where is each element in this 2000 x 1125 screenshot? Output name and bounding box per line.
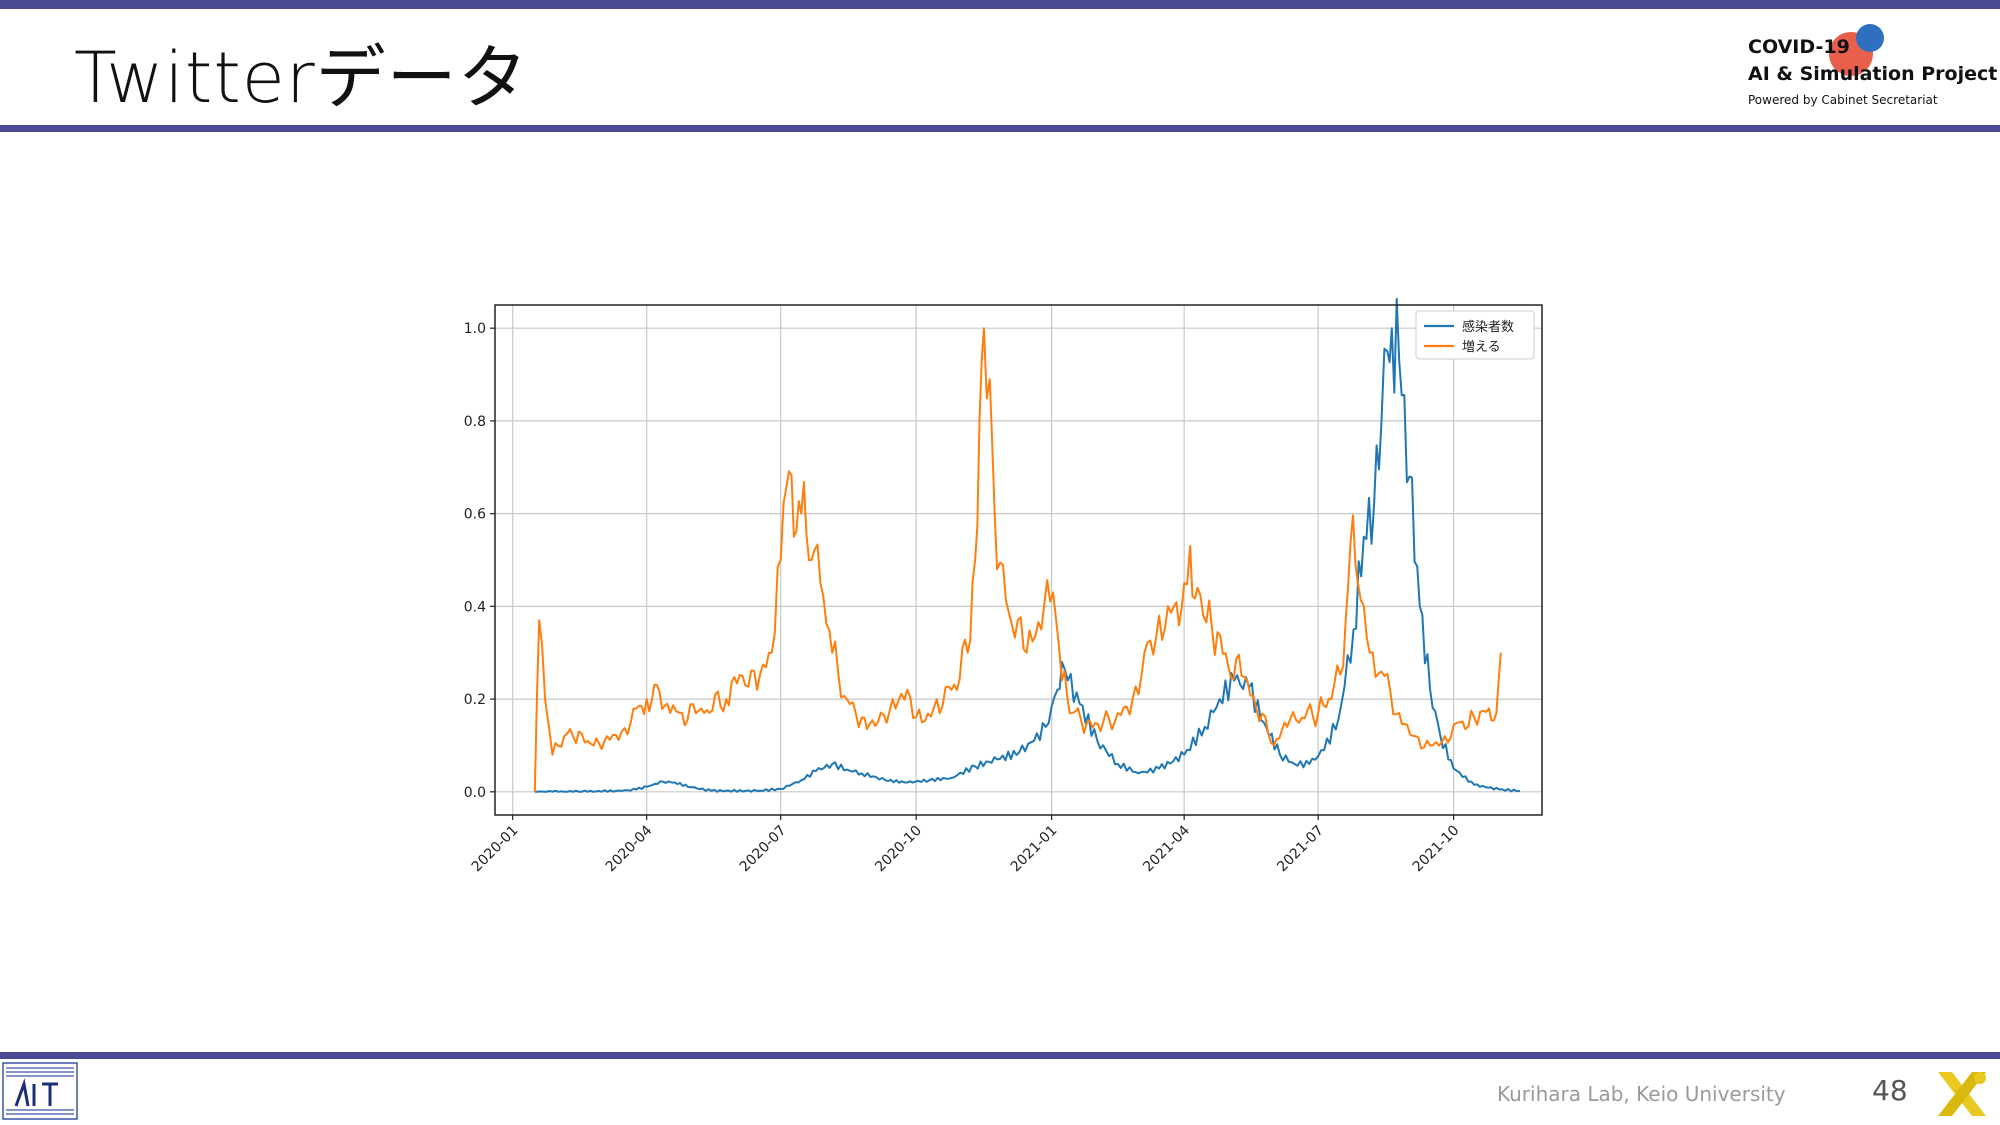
covid-project-logo: COVID-19 AI & Simulation Project Powered…	[1746, 24, 1997, 116]
x-tick-label: 2020-01	[469, 823, 522, 876]
x-tick-label: 2021-01	[1008, 823, 1061, 876]
x-tick-label: 2021-07	[1274, 823, 1327, 876]
footer-affiliation: Kurihara Lab, Keio University	[1497, 1082, 1786, 1106]
x-tick-label: 2021-10	[1410, 823, 1463, 876]
series-line-0	[534, 297, 1521, 793]
logo-line-1: COVID-19	[1748, 36, 1850, 58]
logo-blue-dot-icon	[1856, 24, 1884, 52]
legend-label: 増える	[1462, 340, 1501, 355]
y-tick-label: 0.4	[464, 599, 486, 615]
slide-title: Twitterデータ	[74, 37, 529, 119]
plot-frame	[494, 304, 1543, 816]
series-line-1	[533, 327, 1502, 792]
logo-line-3: Powered by Cabinet Secretariat	[1748, 93, 1938, 107]
x-tick-label: 2021-04	[1140, 822, 1193, 875]
x-tick-label: 2020-04	[603, 822, 656, 875]
x-tick-label: 2020-07	[737, 823, 790, 876]
chart-svg: 0.0 0.2 0.4 0.6 0.8 1.0 2020-01 2020-04 2020-07 2…	[464, 297, 1543, 876]
top-accent-bar	[0, 0, 2000, 9]
page-number: 48	[1872, 1074, 1908, 1107]
y-tick-label: 1.0	[464, 321, 486, 337]
y-tick-label: 0.0	[464, 785, 486, 801]
bottom-accent-bar	[0, 1052, 2000, 1059]
x-tick-label: 2020-10	[872, 823, 925, 876]
lab-logo-icon	[2, 1062, 78, 1120]
legend-label: 感染者数	[1462, 319, 1514, 335]
x-mark-icon	[1938, 1072, 1986, 1116]
y-tick-label: 0.2	[464, 692, 486, 708]
y-tick-label: 0.6	[464, 507, 486, 523]
y-tick-label: 0.8	[464, 414, 486, 430]
logo-line-2: AI & Simulation Project	[1748, 63, 1998, 85]
twitter-line-chart: 0.0 0.2 0.4 0.6 0.8 1.0 2020-01 2020-04 2020-07 2…	[450, 295, 1550, 885]
title-divider	[0, 125, 2000, 132]
